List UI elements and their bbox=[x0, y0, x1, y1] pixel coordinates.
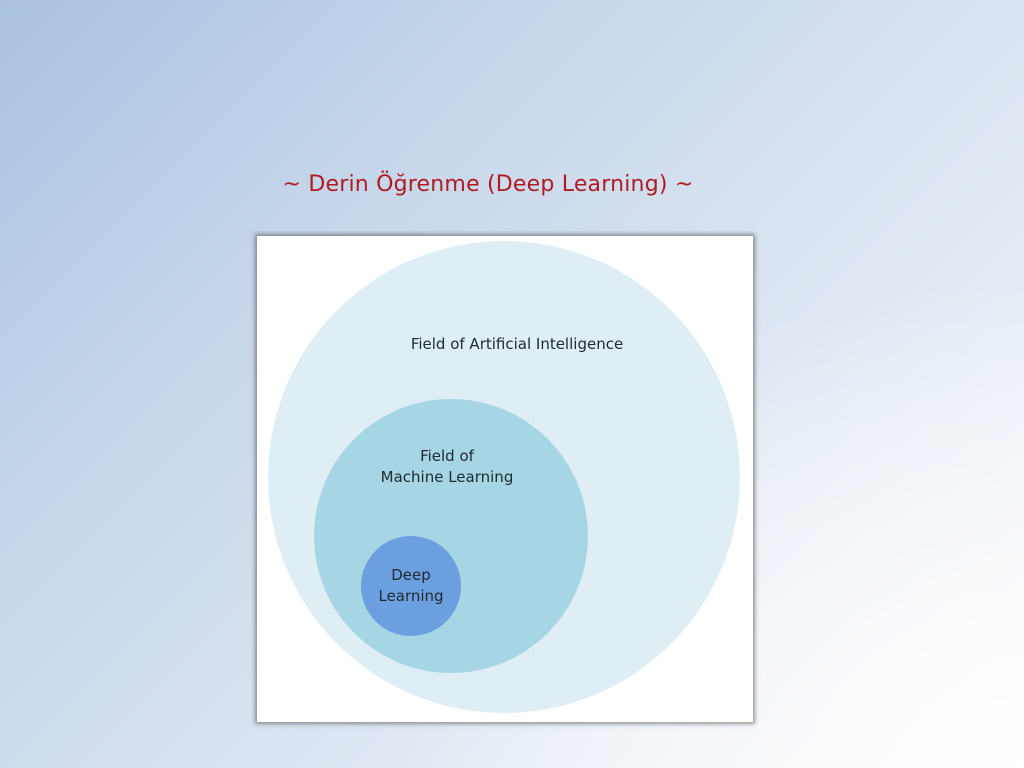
machine-learning-label-line-2: Machine Learning bbox=[380, 468, 514, 486]
machine-learning-field-label: Field of Machine Learning bbox=[347, 446, 547, 488]
venn-diagram-figure: Field of Artificial Intelligence Field o… bbox=[257, 236, 753, 722]
machine-learning-field-circle bbox=[314, 399, 588, 673]
slide-title: ~ Derin Öğrenme (Deep Learning) ~ bbox=[282, 172, 694, 197]
deep-learning-label-line-2: Learning bbox=[378, 587, 444, 605]
deep-learning-label: Deep Learning bbox=[361, 565, 461, 607]
deep-learning-circle bbox=[361, 536, 461, 636]
deep-learning-label-line-1: Deep bbox=[391, 566, 431, 584]
ai-field-label: Field of Artificial Intelligence bbox=[410, 335, 624, 353]
machine-learning-label-line-1: Field of bbox=[420, 447, 474, 465]
